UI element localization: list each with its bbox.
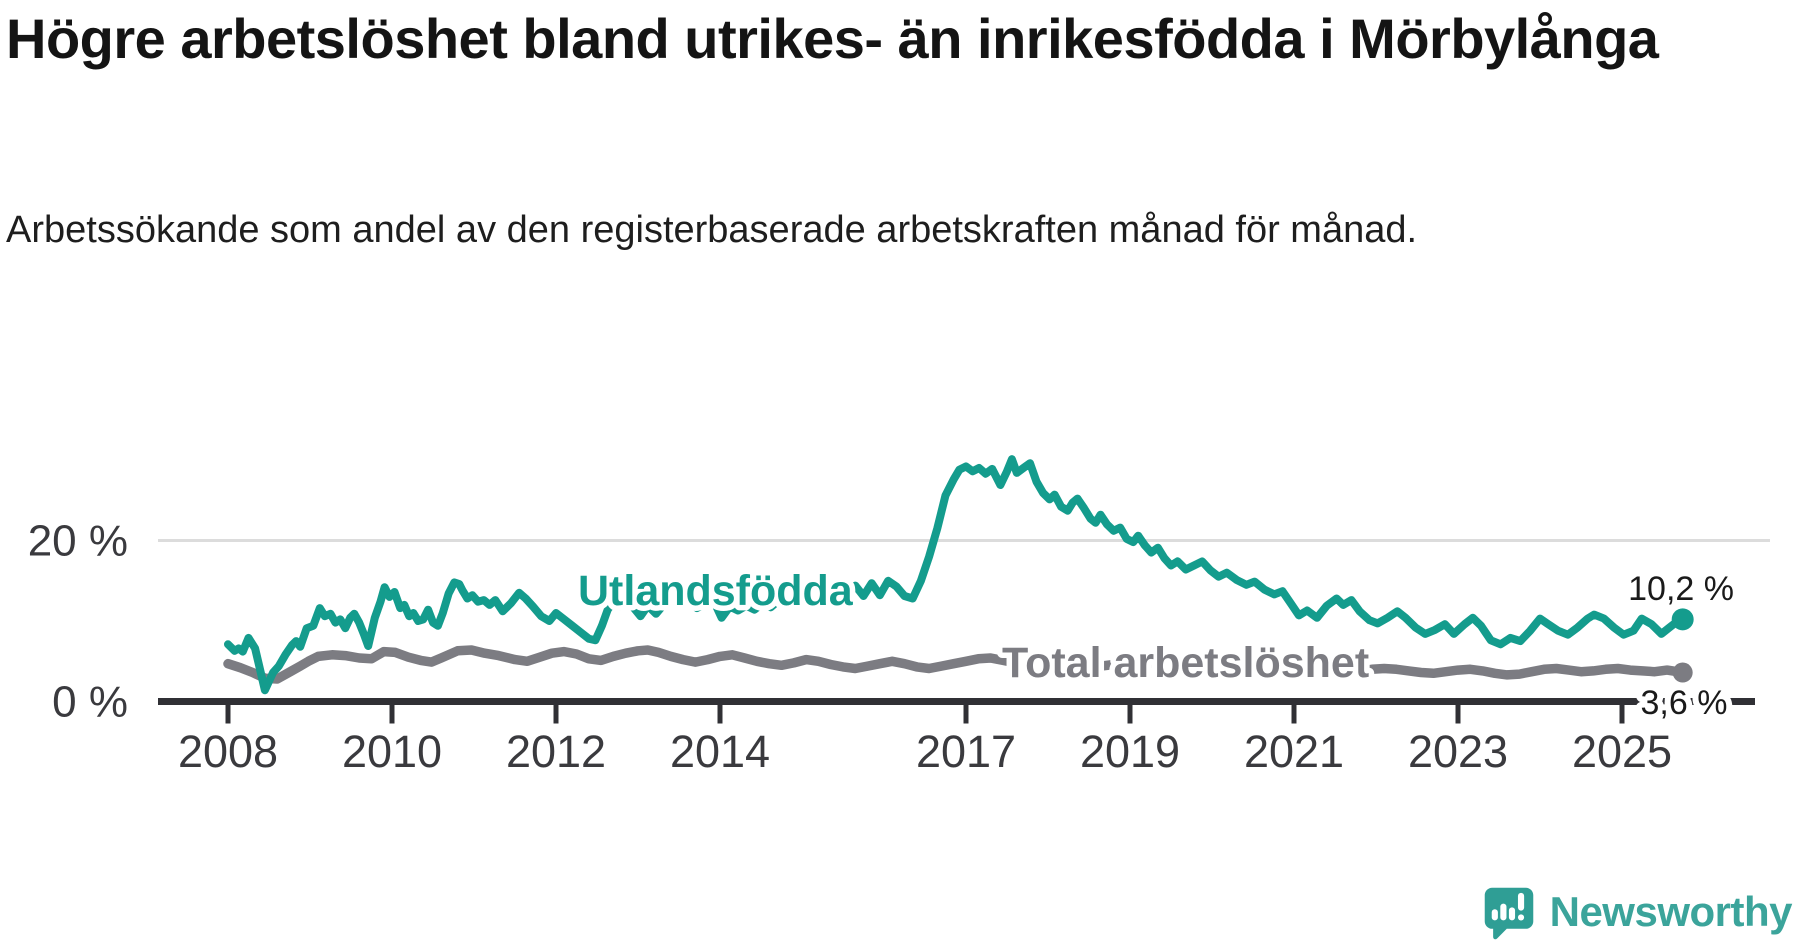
exclamation-bar-icon (1517, 892, 1524, 911)
series-line-total-arbetsl-shet (223, 645, 1688, 684)
series-end-dot-total (1672, 662, 1693, 683)
x-axis-label-2023: 2023 (1408, 726, 1508, 777)
exclamation-dot-icon (1517, 914, 1524, 921)
x-axis-label-2012: 2012 (506, 726, 606, 777)
series-line-utlandsf-dda (224, 455, 1687, 695)
newsworthy-wordmark: Newsworthy (1549, 888, 1793, 935)
end-value-label-total: 3,6 % (1641, 684, 1728, 722)
y-axis-label-20: 20 % (28, 517, 128, 566)
x-axis-label-2014: 2014 (670, 726, 770, 777)
y-axis-label-0: 0 % (52, 678, 128, 727)
newsworthy-icon (1484, 887, 1533, 940)
page-subtitle: Arbetssökande som andel av den registerb… (6, 209, 1418, 251)
x-axis-label-2010: 2010 (342, 726, 442, 777)
bar-icon-tall (1499, 903, 1507, 921)
x-axis-label-2008: 2008 (178, 726, 278, 777)
end-value-label-utlandsfodda: 10,2 % (1628, 570, 1734, 608)
series-end-dot-utlandsfodda (1671, 608, 1694, 631)
bar-icon-small (1491, 909, 1498, 921)
page-title: Högre arbetslöshet bland utrikes- än inr… (6, 7, 1659, 70)
bar-icon-medium (1508, 907, 1515, 921)
x-axis-label-2021: 2021 (1244, 726, 1344, 777)
x-axis-label-2025: 2025 (1572, 726, 1672, 777)
series-label-utlandsfodda: Utlandsfödda (578, 567, 854, 615)
x-axis-label-2019: 2019 (1080, 726, 1180, 777)
newsworthy-logo: Newsworthy (1481, 882, 1793, 942)
series-label-total-arbetsloshet: Total arbetslöshet (1002, 639, 1369, 687)
x-axis-label-2017: 2017 (916, 726, 1016, 777)
